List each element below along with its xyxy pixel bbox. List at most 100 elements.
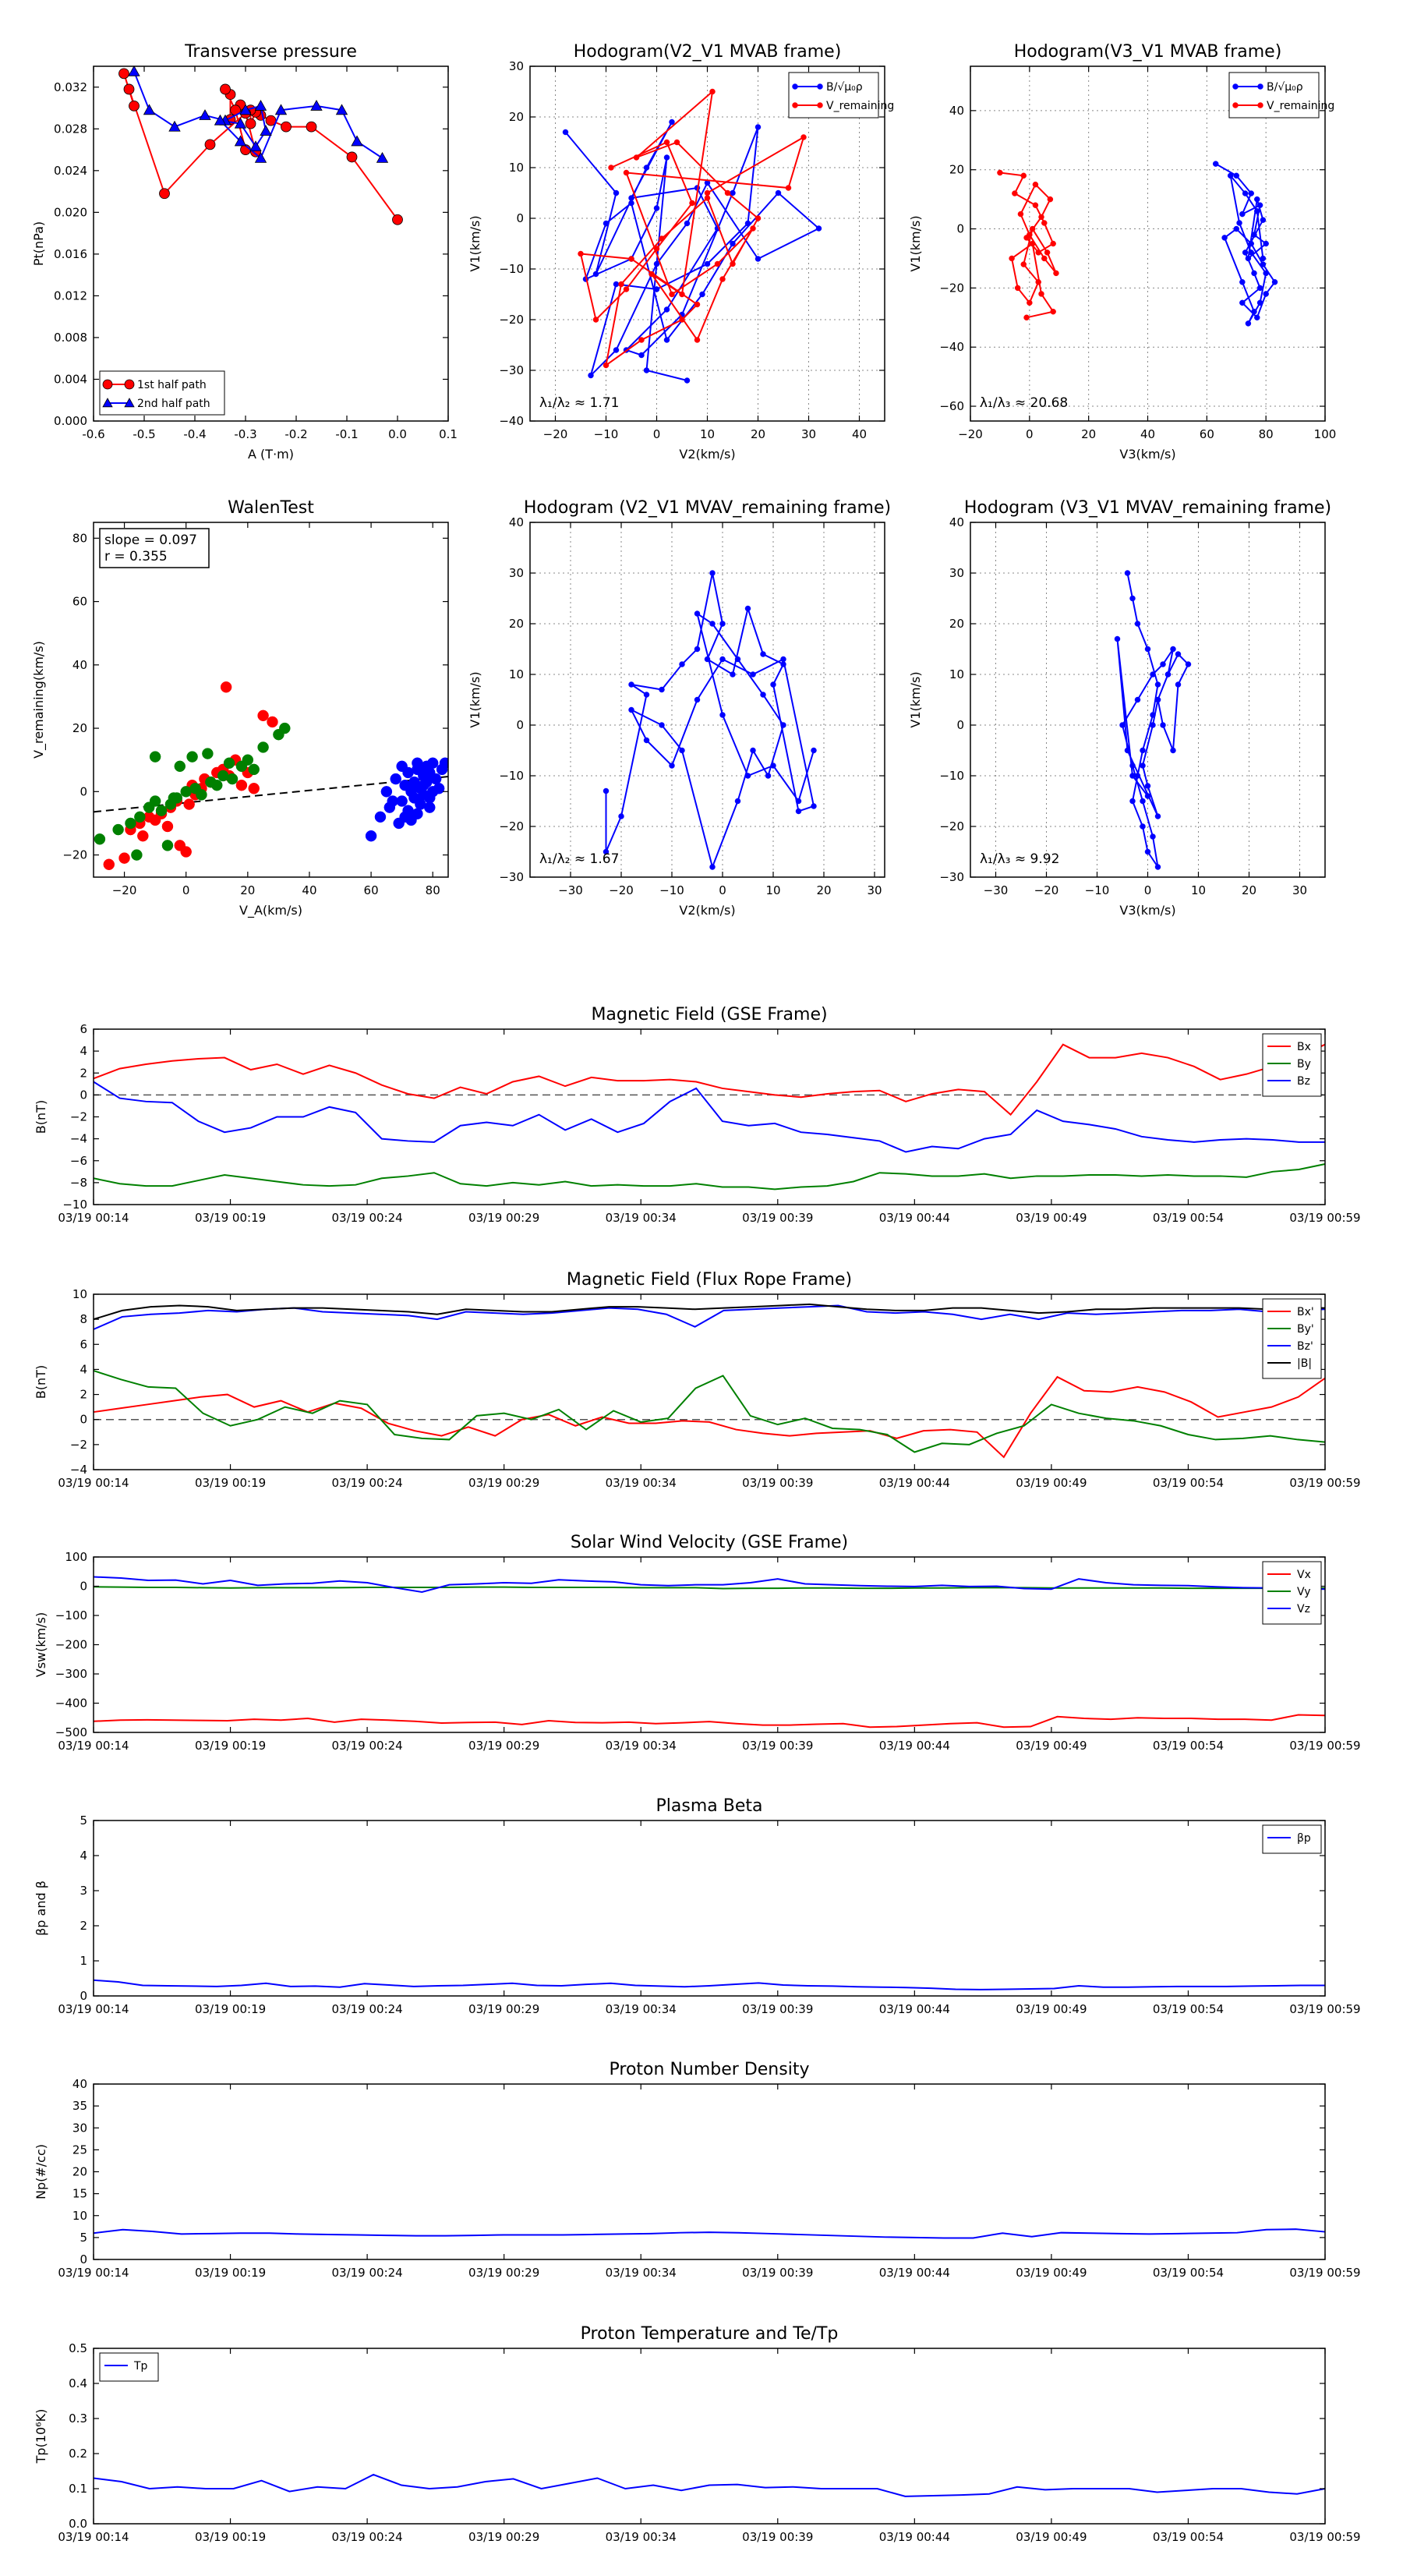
y-tick-label: 30 xyxy=(949,566,964,580)
data-point xyxy=(112,823,124,836)
y-tick-label: 4 xyxy=(80,1044,87,1058)
series-line-Bx xyxy=(93,1043,1326,1116)
data-point xyxy=(1129,763,1136,769)
data-point xyxy=(306,121,317,133)
x-tick-label: 0 xyxy=(182,883,190,897)
data-point xyxy=(669,119,675,126)
y-tick-label: −10 xyxy=(499,769,524,783)
legend-box xyxy=(99,528,210,568)
data-point xyxy=(118,68,129,80)
series-line-Np xyxy=(93,2228,1326,2239)
legend-marker xyxy=(124,398,135,408)
data-point xyxy=(1140,823,1146,830)
data-point xyxy=(1020,172,1027,179)
data-point xyxy=(744,220,751,227)
x-tick-label: 0 xyxy=(653,427,661,441)
x-tick-label: 0 xyxy=(719,883,726,897)
y-tick-label: −4 xyxy=(70,1463,87,1477)
x-tick-label: 03/19 00:49 xyxy=(1016,1211,1087,1225)
x-tick-label: −10 xyxy=(1085,883,1110,897)
plot-frame xyxy=(529,522,885,878)
data-point xyxy=(1154,681,1161,688)
x-tick-label: 03/19 00:59 xyxy=(1289,1211,1360,1225)
data-point xyxy=(226,773,239,785)
data-point xyxy=(1009,255,1015,262)
legend-marker xyxy=(1232,102,1239,108)
x-tick-label: −20 xyxy=(609,883,634,897)
plot-frame xyxy=(93,2348,1326,2525)
data-point xyxy=(186,751,198,763)
data-point xyxy=(267,716,278,728)
x-tick-label: 03/19 00:34 xyxy=(606,2002,677,2016)
data-point xyxy=(1140,747,1146,754)
y-tick-label: 100 xyxy=(65,1550,87,1564)
data-point xyxy=(279,722,291,734)
data-point xyxy=(780,656,786,663)
y-tick-label: 35 xyxy=(72,2099,87,2113)
data-point xyxy=(94,833,106,845)
series-line-Bz xyxy=(93,1081,1325,1153)
series-2nd half xyxy=(94,722,291,861)
data-point xyxy=(811,803,817,809)
data-point xyxy=(1140,798,1146,805)
series-line-Bx' xyxy=(93,1375,1326,1459)
y-tick-label: 2 xyxy=(80,1388,87,1402)
data-point xyxy=(1251,270,1257,277)
data-point xyxy=(380,786,393,798)
y-tick-label: 0 xyxy=(80,1580,87,1594)
data-point xyxy=(643,165,650,171)
data-point xyxy=(1254,208,1260,214)
data-point xyxy=(429,773,442,785)
data-point xyxy=(1251,232,1257,238)
series-B xyxy=(603,570,817,870)
plot-frame xyxy=(970,522,1326,878)
y-tick-label: 40 xyxy=(509,515,524,529)
legend-label: Vx xyxy=(1297,1569,1311,1581)
x-tick-label: −10 xyxy=(594,427,619,441)
data-point xyxy=(562,129,569,136)
data-point xyxy=(694,696,701,703)
y-tick-label: 6 xyxy=(80,1022,87,1036)
y-tick-label: 40 xyxy=(72,2077,87,2091)
data-point xyxy=(750,671,756,678)
data-point xyxy=(694,337,701,343)
series-line xyxy=(123,73,398,221)
legend-box xyxy=(1262,1033,1322,1097)
y-tick-label: −30 xyxy=(499,363,524,377)
data-point xyxy=(1023,314,1030,321)
x-tick-label: 03/19 00:29 xyxy=(468,2266,539,2280)
y-tick-label: 0 xyxy=(80,1088,87,1102)
y-tick-label: 0.000 xyxy=(54,414,87,428)
annotation-text: λ₁/λ₃ ≈ 20.68 xyxy=(980,395,1068,411)
data-point xyxy=(1041,255,1048,262)
data-point xyxy=(1134,696,1141,703)
data-point xyxy=(1236,220,1242,226)
y-tick-label: 2 xyxy=(80,1066,87,1080)
data-point xyxy=(750,747,756,754)
x-tick-label: 03/19 00:39 xyxy=(742,1476,813,1490)
y-axis-label: V1(km/s) xyxy=(468,671,482,727)
y-tick-label: 2 xyxy=(80,1919,87,1933)
data-point xyxy=(1144,646,1151,653)
data-point xyxy=(168,792,180,804)
data-point xyxy=(374,811,387,823)
data-point xyxy=(155,805,168,816)
x-tick-label: 60 xyxy=(364,883,379,897)
x-tick-label: 20 xyxy=(240,883,255,897)
data-point xyxy=(174,760,186,773)
data-point xyxy=(811,747,817,754)
y-tick-label: 30 xyxy=(509,566,524,580)
y-tick-label: 30 xyxy=(72,2121,87,2135)
x-tick-label: 10 xyxy=(1191,883,1206,897)
data-point xyxy=(780,722,786,728)
series-line-|B| xyxy=(93,1303,1325,1321)
data-point xyxy=(1027,232,1033,238)
data-point xyxy=(592,271,599,278)
plot-frame xyxy=(93,1820,1326,1997)
data-point xyxy=(659,722,665,728)
data-point xyxy=(161,840,174,851)
chart-title: Proton Temperature and Te/Tp xyxy=(581,2324,839,2344)
data-point xyxy=(1239,299,1246,306)
data-point xyxy=(613,347,620,353)
legend-marker xyxy=(102,398,113,408)
